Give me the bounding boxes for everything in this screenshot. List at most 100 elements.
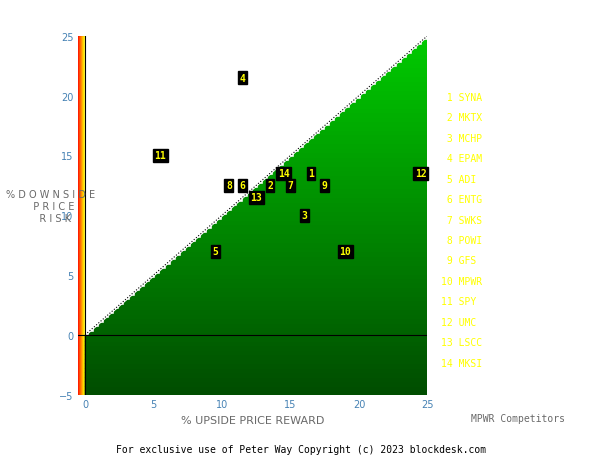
Text: % D O W N S I D E
  P R I C E
   R I S K: % D O W N S I D E P R I C E R I S K — [6, 190, 95, 223]
Bar — [104, 319, 427, 323]
Bar — [85, 359, 427, 364]
Bar — [253, 189, 427, 193]
Bar — [85, 377, 427, 381]
Bar — [85, 336, 427, 341]
Bar — [85, 368, 427, 372]
Bar — [114, 310, 427, 314]
Text: 13 LSCC: 13 LSCC — [441, 337, 483, 347]
Bar — [88, 332, 427, 336]
Text: For exclusive use of Peter Way Copyright (c) 2023 blockdesk.com: For exclusive use of Peter Way Copyright… — [116, 444, 486, 454]
Bar — [85, 350, 427, 354]
Bar — [350, 104, 427, 108]
Text: 14: 14 — [278, 169, 290, 179]
Bar — [299, 149, 427, 153]
Bar — [186, 247, 427, 252]
Bar — [85, 341, 427, 346]
Bar — [391, 68, 427, 73]
Bar — [217, 220, 427, 224]
Bar — [85, 381, 427, 386]
Bar — [109, 314, 427, 319]
Bar — [85, 354, 427, 359]
Text: 2 MKTX: 2 MKTX — [441, 113, 483, 123]
Bar — [119, 305, 427, 310]
Bar — [279, 167, 427, 171]
Bar — [320, 131, 427, 135]
Bar — [402, 59, 427, 63]
Text: 3 MCHP: 3 MCHP — [441, 134, 483, 143]
Bar — [422, 41, 427, 45]
Bar — [140, 287, 427, 292]
Bar — [314, 135, 427, 140]
Bar — [85, 377, 427, 381]
Text: 3: 3 — [301, 211, 307, 221]
Bar — [129, 297, 427, 301]
Bar — [412, 50, 427, 55]
Bar — [206, 229, 427, 234]
Bar — [222, 216, 427, 220]
Bar — [268, 175, 427, 180]
Text: 8 POWI: 8 POWI — [441, 235, 483, 246]
Text: MPWR Competitors: MPWR Competitors — [471, 413, 565, 423]
Text: 9 GFS: 9 GFS — [441, 256, 477, 266]
Bar — [335, 117, 427, 122]
Text: 7: 7 — [288, 181, 293, 191]
Bar — [94, 328, 427, 332]
Bar — [85, 386, 427, 390]
Bar — [232, 207, 427, 211]
Bar — [294, 153, 427, 157]
Bar — [85, 336, 427, 341]
Bar — [85, 372, 427, 377]
Bar — [361, 95, 427, 99]
Bar — [196, 238, 427, 242]
Text: 9: 9 — [322, 181, 327, 191]
Bar — [85, 346, 427, 350]
Bar — [397, 63, 427, 68]
Bar — [330, 122, 427, 126]
Bar — [376, 81, 427, 86]
Text: 10: 10 — [340, 246, 351, 257]
Bar — [371, 86, 427, 90]
Text: 11 SPY: 11 SPY — [441, 297, 477, 307]
Text: 4: 4 — [240, 73, 246, 84]
Bar — [85, 368, 427, 372]
Bar — [366, 90, 427, 95]
Bar — [237, 202, 427, 207]
Bar — [85, 390, 427, 395]
Bar — [417, 45, 427, 50]
Text: REWARD:RISK
TRADEOFFS FOR: REWARD:RISK TRADEOFFS FOR — [468, 47, 561, 75]
Bar — [85, 390, 427, 395]
Bar — [273, 171, 427, 175]
Bar — [309, 140, 427, 144]
Bar — [85, 354, 427, 359]
Bar — [289, 157, 427, 162]
Bar — [166, 265, 427, 269]
Bar — [85, 346, 427, 350]
Text: 5 ADI: 5 ADI — [441, 174, 477, 184]
Bar — [171, 260, 427, 265]
Text: 4 EPAM: 4 EPAM — [441, 154, 483, 164]
Bar — [258, 185, 427, 189]
Bar — [99, 323, 427, 328]
Text: 13: 13 — [250, 193, 262, 203]
Text: 14 MKSI: 14 MKSI — [441, 358, 483, 368]
Bar — [324, 126, 427, 131]
Text: 11: 11 — [155, 151, 166, 161]
Text: 8: 8 — [226, 181, 232, 191]
Text: 12: 12 — [415, 169, 426, 179]
Polygon shape — [85, 37, 427, 335]
Bar — [160, 269, 427, 274]
Bar — [284, 162, 427, 167]
Bar — [85, 364, 427, 368]
Text: 5: 5 — [213, 246, 218, 257]
Text: 5/11/23: 5/11/23 — [8, 417, 49, 427]
Bar — [85, 364, 427, 368]
Bar — [227, 211, 427, 216]
Bar — [125, 301, 427, 305]
Text: 1 SYNA: 1 SYNA — [441, 93, 483, 102]
Text: 10 MPWR: 10 MPWR — [441, 276, 483, 286]
Bar — [85, 335, 427, 336]
Bar — [181, 252, 427, 256]
Bar — [150, 278, 427, 283]
Bar — [346, 108, 427, 113]
Bar — [304, 144, 427, 149]
